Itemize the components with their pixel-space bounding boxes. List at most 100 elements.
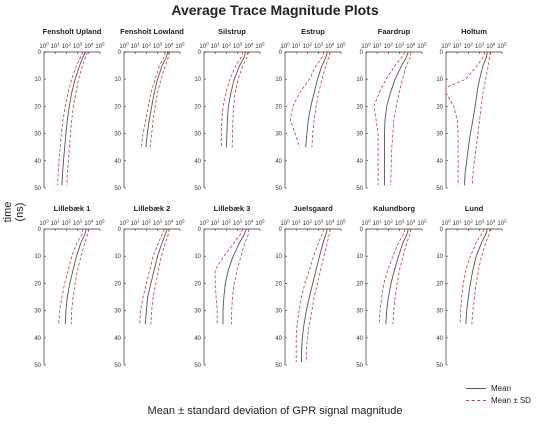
- x-tick-label: 103: [475, 42, 485, 51]
- legend-item-sd: Mean ± SD: [466, 394, 546, 406]
- series-upper-sd: [311, 51, 331, 148]
- y-tick-label: 10: [194, 254, 201, 260]
- series-lower-sd: [57, 51, 84, 186]
- y-axis-label: time (ns): [2, 201, 26, 223]
- subplot-title: Estrup: [301, 27, 325, 36]
- series-mean: [222, 228, 247, 325]
- series-mean: [225, 51, 246, 148]
- series-mean: [301, 228, 328, 363]
- x-tick-label: 105: [497, 42, 507, 51]
- x-tick-label: 104: [244, 42, 254, 51]
- subplot: Faardrup 100 101 102 103 104 105 0 10 20 30 40 50: [356, 27, 427, 192]
- series-mean: [465, 228, 488, 325]
- series-lower-sd: [214, 228, 244, 325]
- y-tick-label: 10: [194, 77, 201, 83]
- y-tick-label: 30: [34, 309, 41, 315]
- series-mean: [64, 228, 87, 325]
- y-tick-label: 0: [38, 50, 42, 56]
- x-tick-label: 104: [84, 42, 94, 51]
- x-tick-label: 102: [464, 219, 474, 228]
- y-tick-label: 40: [194, 159, 201, 165]
- y-tick-label: 0: [198, 227, 202, 233]
- y-tick-label: 40: [275, 159, 282, 165]
- y-tick-label: 30: [114, 132, 121, 138]
- subplot: Fensholt Upland 100 101 102 103 104 105 0 10 20 30…: [34, 27, 105, 192]
- series-upper-sd: [471, 228, 491, 325]
- x-tick-label: 105: [95, 219, 105, 228]
- y-tick-label: 50: [34, 186, 41, 192]
- y-tick-label: 50: [436, 363, 443, 369]
- series-upper-sd: [392, 228, 412, 325]
- subplot-title: Faardrup: [378, 27, 411, 36]
- series-lower-sd: [289, 51, 325, 148]
- y-tick-label: 20: [194, 281, 201, 287]
- series-mean: [305, 51, 328, 148]
- legend-swatch-mean: [466, 387, 486, 389]
- x-tick-label: 103: [153, 42, 163, 51]
- y-tick-label: 10: [275, 254, 282, 260]
- y-tick-label: 20: [356, 104, 363, 110]
- y-tick-label: 20: [436, 104, 443, 110]
- x-tick-label: 102: [222, 42, 232, 51]
- y-tick-label: 50: [356, 186, 363, 192]
- x-tick-label: 105: [255, 42, 265, 51]
- x-tick-label: 103: [314, 42, 324, 51]
- series-lower-sd: [373, 51, 406, 186]
- subplot-title: Lillebæk 1: [54, 204, 91, 213]
- x-tick-label: 100: [39, 42, 49, 51]
- y-tick-label: 30: [275, 132, 282, 138]
- x-tick-label: 103: [233, 42, 243, 51]
- x-tick-label: 103: [153, 219, 163, 228]
- x-tick-label: 102: [303, 42, 313, 51]
- y-tick-label: 40: [356, 336, 363, 342]
- subplot: Holtum 100 101 102 103 104 105 0 10 20 30 40 50: [436, 27, 507, 192]
- y-tick-label: 40: [114, 336, 121, 342]
- x-tick-label: 100: [280, 42, 290, 51]
- y-tick-label: 0: [279, 227, 283, 233]
- y-tick-label: 10: [436, 254, 443, 260]
- x-tick-label: 100: [119, 42, 129, 51]
- series-lower-sd: [378, 228, 406, 325]
- x-tick-label: 102: [464, 42, 474, 51]
- subplot: Silstrup 100 101 102 103 104 105 0 10 20 30 40 50: [194, 27, 265, 192]
- x-tick-label: 104: [84, 219, 94, 228]
- series-lower-sd: [220, 51, 244, 148]
- series-lower-sd: [295, 228, 325, 363]
- y-tick-label: 30: [436, 309, 443, 315]
- legend: Mean Mean ± SD: [466, 382, 546, 406]
- x-tick-label: 104: [164, 219, 174, 228]
- x-tick-label: 105: [175, 42, 185, 51]
- series-upper-sd: [390, 51, 412, 186]
- y-tick-label: 50: [275, 186, 282, 192]
- x-tick-label: 100: [280, 219, 290, 228]
- y-tick-label: 0: [118, 50, 122, 56]
- x-tick-label: 104: [406, 42, 416, 51]
- y-tick-label: 20: [356, 281, 363, 287]
- y-tick-label: 20: [275, 281, 282, 287]
- y-tick-label: 10: [356, 254, 363, 260]
- x-tick-label: 101: [131, 42, 141, 51]
- x-tick-label: 104: [244, 219, 254, 228]
- y-tick-label: 10: [275, 77, 282, 83]
- x-tick-label: 103: [475, 219, 485, 228]
- y-tick-label: 30: [356, 309, 363, 315]
- x-tick-label: 105: [336, 42, 346, 51]
- series-lower-sd: [58, 228, 84, 325]
- subplot: Lillebæk 2 100 101 102 103 104 105 0 10 20 30 40 50: [114, 204, 185, 369]
- x-tick-label: 101: [373, 42, 383, 51]
- series-mean: [384, 51, 409, 186]
- x-tick-label: 105: [175, 219, 185, 228]
- x-tick-label: 101: [211, 42, 221, 51]
- x-tick-label: 102: [142, 219, 152, 228]
- subplot-title: Silstrup: [218, 27, 246, 36]
- series-mean: [464, 51, 488, 186]
- series-upper-sd: [71, 228, 90, 325]
- x-tick-label: 105: [336, 219, 346, 228]
- x-tick-label: 102: [303, 219, 313, 228]
- series-lower-sd: [139, 228, 165, 325]
- x-tick-label: 100: [441, 42, 451, 51]
- x-tick-label: 104: [486, 42, 496, 51]
- y-tick-label: 50: [194, 186, 201, 192]
